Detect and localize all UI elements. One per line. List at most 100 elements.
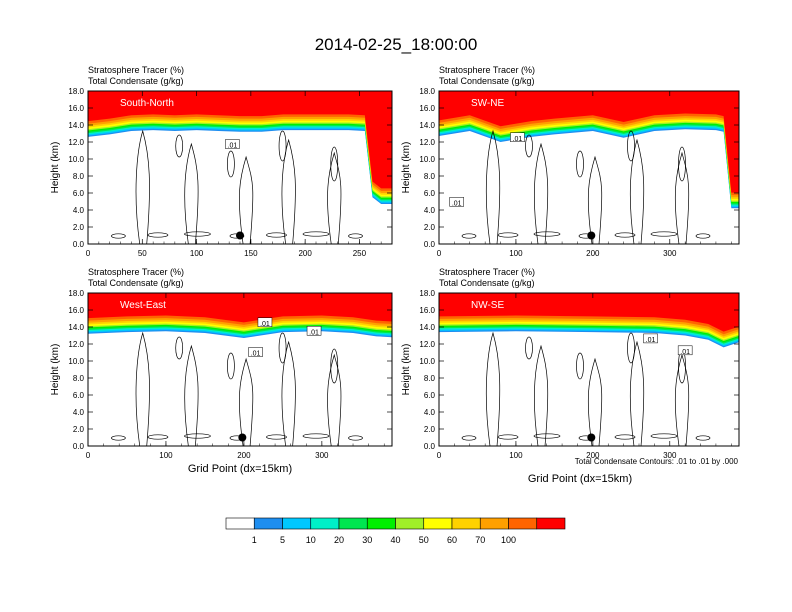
condensate-contour bbox=[278, 130, 287, 162]
condensate-contour bbox=[533, 231, 561, 237]
x-tick-label: 50 bbox=[138, 249, 147, 258]
y-tick-label: 18.0 bbox=[68, 87, 84, 96]
condensate-contour bbox=[184, 142, 199, 244]
colorbar-segment bbox=[366, 517, 396, 530]
condensate-contour bbox=[281, 138, 296, 244]
panel-name: South-North bbox=[120, 98, 174, 109]
condensate-contour bbox=[278, 332, 287, 364]
colorbar-segment bbox=[282, 517, 312, 530]
x-tick-label: 200 bbox=[237, 451, 251, 460]
x-tick-label: 100 bbox=[509, 451, 523, 460]
colorbar-segment bbox=[338, 517, 368, 530]
tracer-band bbox=[439, 293, 739, 332]
colorbar-segment bbox=[310, 517, 340, 530]
x-tick-label: 200 bbox=[586, 249, 600, 258]
panel-title-line: Total Condensate (g/kg) bbox=[439, 76, 535, 86]
condensate-contour bbox=[674, 151, 690, 244]
condensate-contour bbox=[533, 142, 549, 244]
condensate-contour bbox=[497, 232, 519, 238]
y-tick-label: 16.0 bbox=[419, 306, 435, 315]
figure-title: 2014-02-25_18:00:00 bbox=[315, 35, 478, 54]
panel-nw-se: .01 .01 NW-SE 0.0 2.0 4.0 6.0 8.0 10.0 12.0 14.0 16… bbox=[401, 267, 740, 460]
x-axis-label-right: Grid Point (dx=15km) bbox=[528, 473, 632, 485]
condensate-contour bbox=[485, 331, 501, 446]
condensate-contour bbox=[614, 434, 636, 440]
condensate-contour bbox=[678, 146, 686, 182]
y-tick-label: 4.0 bbox=[424, 408, 436, 417]
y-tick-label: 12.0 bbox=[419, 340, 435, 349]
colorbar-label: 10 bbox=[306, 535, 316, 545]
panel-sw-ne: .01 .01 SW-NE 0.0 2.0 4.0 6.0 8.0 10.0 12.0 14.0 16… bbox=[401, 65, 740, 258]
contour-label: .01 bbox=[680, 349, 690, 356]
x-tick-label: 100 bbox=[159, 451, 173, 460]
y-tick-label: 0.0 bbox=[424, 240, 436, 249]
x-tick-label: 0 bbox=[86, 249, 91, 258]
panel-name: SW-NE bbox=[471, 98, 504, 109]
colorbar-segment bbox=[253, 517, 283, 530]
location-dot bbox=[236, 231, 244, 240]
x-tick-label: 0 bbox=[437, 249, 442, 258]
condensate-contour bbox=[627, 130, 635, 162]
condensate-contour bbox=[485, 129, 501, 244]
x-tick-label: 100 bbox=[509, 249, 523, 258]
condensate-contour bbox=[227, 150, 235, 178]
y-tick-label: 0.0 bbox=[73, 240, 85, 249]
contour-label: .01 bbox=[646, 337, 656, 344]
x-tick-label: 200 bbox=[298, 249, 312, 258]
x-tick-label: 300 bbox=[663, 249, 677, 258]
y-tick-label: 16.0 bbox=[68, 306, 84, 315]
panels: .01 South-North 0.0 2.0 4.0 6.0 8.0 10.0 12.0 14.… bbox=[50, 65, 740, 460]
condensate-contour bbox=[135, 331, 150, 446]
y-tick-label: 10.0 bbox=[68, 357, 84, 366]
y-tick-label: 2.0 bbox=[424, 425, 436, 434]
x-tick-label: 0 bbox=[437, 451, 442, 460]
condensate-contours bbox=[111, 331, 363, 446]
y-tick-label: 12.0 bbox=[68, 138, 84, 147]
y-tick-label: 6.0 bbox=[424, 391, 436, 400]
y-tick-label: 4.0 bbox=[424, 206, 436, 215]
y-axis-label: Height (km) bbox=[50, 344, 61, 396]
condensate-contour bbox=[525, 336, 533, 360]
condensate-contours bbox=[111, 129, 363, 244]
panel-name: West-East bbox=[120, 300, 166, 311]
location-dot bbox=[238, 433, 247, 442]
x-tick-label: 250 bbox=[353, 249, 367, 258]
tracer-band bbox=[88, 293, 392, 323]
contour-label-box bbox=[510, 132, 525, 142]
panel-frame bbox=[438, 90, 740, 245]
plot-area: .01 .01 bbox=[439, 91, 739, 244]
colorbar-label: 40 bbox=[390, 535, 400, 545]
y-tick-label: 6.0 bbox=[73, 189, 85, 198]
condensate-contour bbox=[330, 146, 339, 182]
condensate-contours bbox=[461, 129, 711, 244]
y-tick-label: 14.0 bbox=[68, 121, 84, 130]
condensate-contour bbox=[533, 433, 561, 439]
panel-title-line: Total Condensate (g/kg) bbox=[439, 278, 535, 288]
y-tick-label: 16.0 bbox=[419, 104, 435, 113]
condensate-contour bbox=[111, 233, 126, 239]
y-tick-label: 12.0 bbox=[419, 138, 435, 147]
panel-title-line: Stratosphere Tracer (%) bbox=[439, 65, 535, 75]
plot-area: .01 bbox=[88, 91, 392, 244]
location-dot bbox=[587, 433, 596, 442]
y-tick-label: 8.0 bbox=[73, 172, 85, 181]
y-tick-label: 8.0 bbox=[424, 374, 436, 383]
condensate-contour bbox=[239, 357, 254, 446]
x-tick-label: 0 bbox=[86, 451, 91, 460]
y-tick-label: 12.0 bbox=[68, 340, 84, 349]
x-tick-label: 100 bbox=[190, 249, 204, 258]
contour-label-box bbox=[449, 197, 464, 207]
plot-area: .01 .01 .01 bbox=[88, 293, 392, 446]
colorbar-segment bbox=[508, 517, 538, 530]
condensate-contour bbox=[461, 233, 477, 239]
contour-label: .01 bbox=[309, 329, 319, 336]
y-tick-label: 18.0 bbox=[419, 87, 435, 96]
condensate-contour bbox=[227, 352, 235, 380]
condensate-contour bbox=[348, 233, 363, 239]
colorbar-label: 20 bbox=[334, 535, 344, 545]
colorbar-segment bbox=[395, 517, 425, 530]
condensate-contour bbox=[266, 434, 287, 440]
condensate-contour bbox=[627, 332, 635, 364]
y-tick-label: 14.0 bbox=[419, 121, 435, 130]
